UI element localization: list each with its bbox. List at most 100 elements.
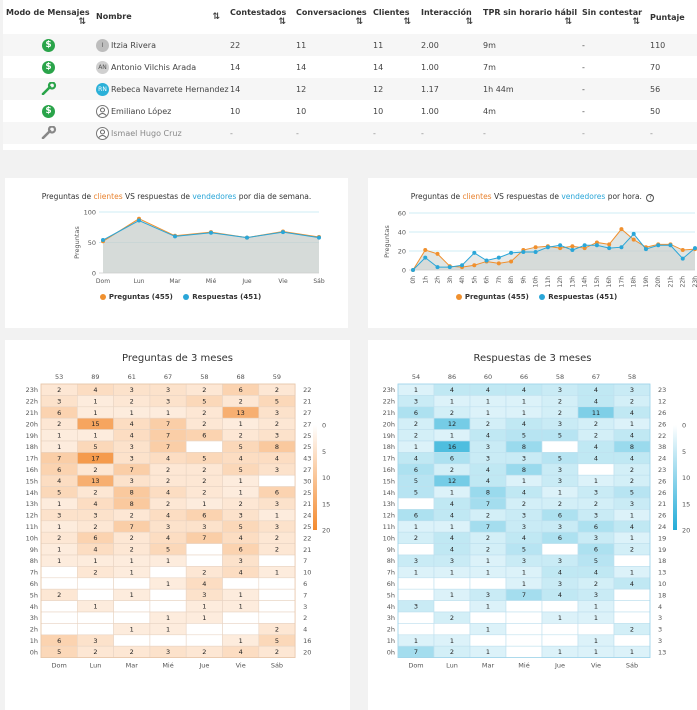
- column-header[interactable]: Contestados ⇅: [227, 0, 293, 34]
- heat-cell[interactable]: [397, 611, 435, 624]
- heat-cell[interactable]: [433, 600, 471, 613]
- data-point[interactable]: [558, 243, 563, 248]
- column-header[interactable]: Puntaje: [647, 0, 697, 34]
- table-row[interactable]: Ismael Hugo Cruz - - - - - - -: [3, 122, 697, 144]
- column-header[interactable]: Interacción ⇅: [418, 0, 480, 34]
- preguntas-legend-dot[interactable]: [99, 294, 106, 300]
- heat-cell[interactable]: [577, 463, 615, 476]
- column-header[interactable]: Clientes ⇅: [370, 0, 418, 34]
- heat-cell[interactable]: [40, 566, 78, 579]
- heat-cell[interactable]: [258, 474, 296, 487]
- data-point[interactable]: [509, 250, 514, 255]
- heat-cell[interactable]: [258, 554, 296, 567]
- data-point[interactable]: [496, 261, 501, 266]
- table-row[interactable]: RN Rebeca Navarrete Hernandez 14 12 12 1.17 1h…: [3, 78, 697, 100]
- heat-cell[interactable]: [469, 611, 507, 624]
- heat-cell[interactable]: [185, 634, 223, 647]
- data-point[interactable]: [631, 237, 636, 242]
- heat-cell[interactable]: [113, 600, 151, 613]
- data-point[interactable]: [693, 246, 697, 251]
- data-point[interactable]: [545, 245, 550, 250]
- data-point[interactable]: [533, 249, 538, 254]
- data-point[interactable]: [101, 238, 105, 243]
- heat-cell[interactable]: [258, 577, 296, 590]
- heat-cell[interactable]: [149, 588, 187, 601]
- heat-cell[interactable]: [541, 543, 579, 556]
- help-icon[interactable]: ?: [646, 194, 655, 202]
- column-header[interactable]: Sin contestar ⇅: [579, 0, 647, 34]
- sort-icon[interactable]: ⇅: [355, 16, 363, 27]
- column-header[interactable]: Conversaciones ⇅: [293, 0, 370, 34]
- heat-cell[interactable]: [541, 623, 579, 636]
- data-point[interactable]: [594, 240, 599, 245]
- heat-cell[interactable]: [505, 634, 543, 647]
- sort-icon[interactable]: ⇅: [632, 16, 640, 27]
- heat-cell[interactable]: [258, 588, 296, 601]
- sort-icon[interactable]: ⇅: [278, 16, 286, 27]
- data-point[interactable]: [582, 243, 587, 248]
- heat-cell[interactable]: [505, 645, 543, 658]
- name-cell[interactable]: I Itzia Rivera: [93, 34, 227, 56]
- heat-cell[interactable]: [541, 634, 579, 647]
- heat-cell[interactable]: [77, 623, 114, 636]
- data-point[interactable]: [435, 265, 440, 270]
- data-point[interactable]: [582, 246, 587, 251]
- sort-icon[interactable]: ⇅: [564, 16, 572, 27]
- data-point[interactable]: [484, 258, 489, 263]
- data-point[interactable]: [643, 247, 648, 252]
- data-point[interactable]: [411, 268, 415, 272]
- heat-cell[interactable]: [113, 577, 151, 590]
- data-point[interactable]: [533, 245, 538, 250]
- heat-cell[interactable]: [258, 611, 296, 624]
- heat-cell[interactable]: [149, 634, 187, 647]
- heat-cell[interactable]: [77, 611, 114, 624]
- respuestas-legend-dot[interactable]: [539, 294, 546, 300]
- heat-cell[interactable]: [613, 600, 651, 613]
- column-header[interactable]: TPR sin horario hábil ⇅: [480, 0, 579, 34]
- heat-cell[interactable]: [613, 588, 651, 601]
- heat-cell[interactable]: [258, 600, 296, 613]
- data-point[interactable]: [656, 243, 661, 248]
- table-row[interactable]: $ I Itzia Rivera 22 11 11 2.00 9m -110: [3, 34, 697, 56]
- name-cell[interactable]: RN Rebeca Navarrete Hernandez: [93, 78, 229, 100]
- heat-cell[interactable]: [397, 543, 435, 556]
- data-point[interactable]: [521, 249, 526, 254]
- heat-cell[interactable]: [469, 634, 507, 647]
- data-point[interactable]: [496, 255, 501, 260]
- heat-cell[interactable]: [40, 577, 78, 590]
- sort-icon[interactable]: ⇅: [212, 12, 220, 22]
- legend-respuestas[interactable]: Respuestas (451): [192, 293, 262, 301]
- table-row[interactable]: $ AN Antonio Vilchis Arada 14 14 14 1.00 7m -70: [3, 56, 697, 78]
- heat-cell[interactable]: [222, 623, 260, 636]
- heat-cell[interactable]: [541, 600, 579, 613]
- heat-cell[interactable]: [222, 611, 260, 624]
- preguntas-legend-dot[interactable]: [455, 294, 462, 300]
- data-point[interactable]: [558, 246, 563, 251]
- name-cell[interactable]: AN Antonio Vilchis Arada: [93, 56, 227, 78]
- data-point[interactable]: [460, 263, 465, 268]
- heat-cell[interactable]: [397, 623, 435, 636]
- data-point[interactable]: [619, 245, 624, 250]
- heat-cell[interactable]: [613, 634, 651, 647]
- heat-cell[interactable]: [541, 440, 579, 453]
- respuestas-legend-dot[interactable]: [183, 294, 190, 300]
- heat-cell[interactable]: [40, 600, 78, 613]
- heat-cell[interactable]: [40, 611, 78, 624]
- heat-cell[interactable]: [397, 577, 435, 590]
- heat-cell[interactable]: [397, 588, 435, 601]
- data-point[interactable]: [472, 263, 477, 268]
- heat-cell[interactable]: [613, 611, 651, 624]
- data-point[interactable]: [680, 248, 685, 253]
- heat-cell[interactable]: [149, 566, 187, 579]
- heat-cell[interactable]: [77, 577, 114, 590]
- data-point[interactable]: [619, 227, 624, 232]
- heat-cell[interactable]: [222, 577, 260, 590]
- data-point[interactable]: [281, 230, 285, 235]
- heat-cell[interactable]: [77, 588, 114, 601]
- legend-preguntas[interactable]: Preguntas (455): [464, 293, 529, 301]
- data-point[interactable]: [607, 242, 612, 247]
- heat-cell[interactable]: [505, 600, 543, 613]
- sort-icon[interactable]: ⇅: [465, 16, 473, 27]
- heat-cell[interactable]: [577, 623, 615, 636]
- heat-cell[interactable]: [113, 611, 151, 624]
